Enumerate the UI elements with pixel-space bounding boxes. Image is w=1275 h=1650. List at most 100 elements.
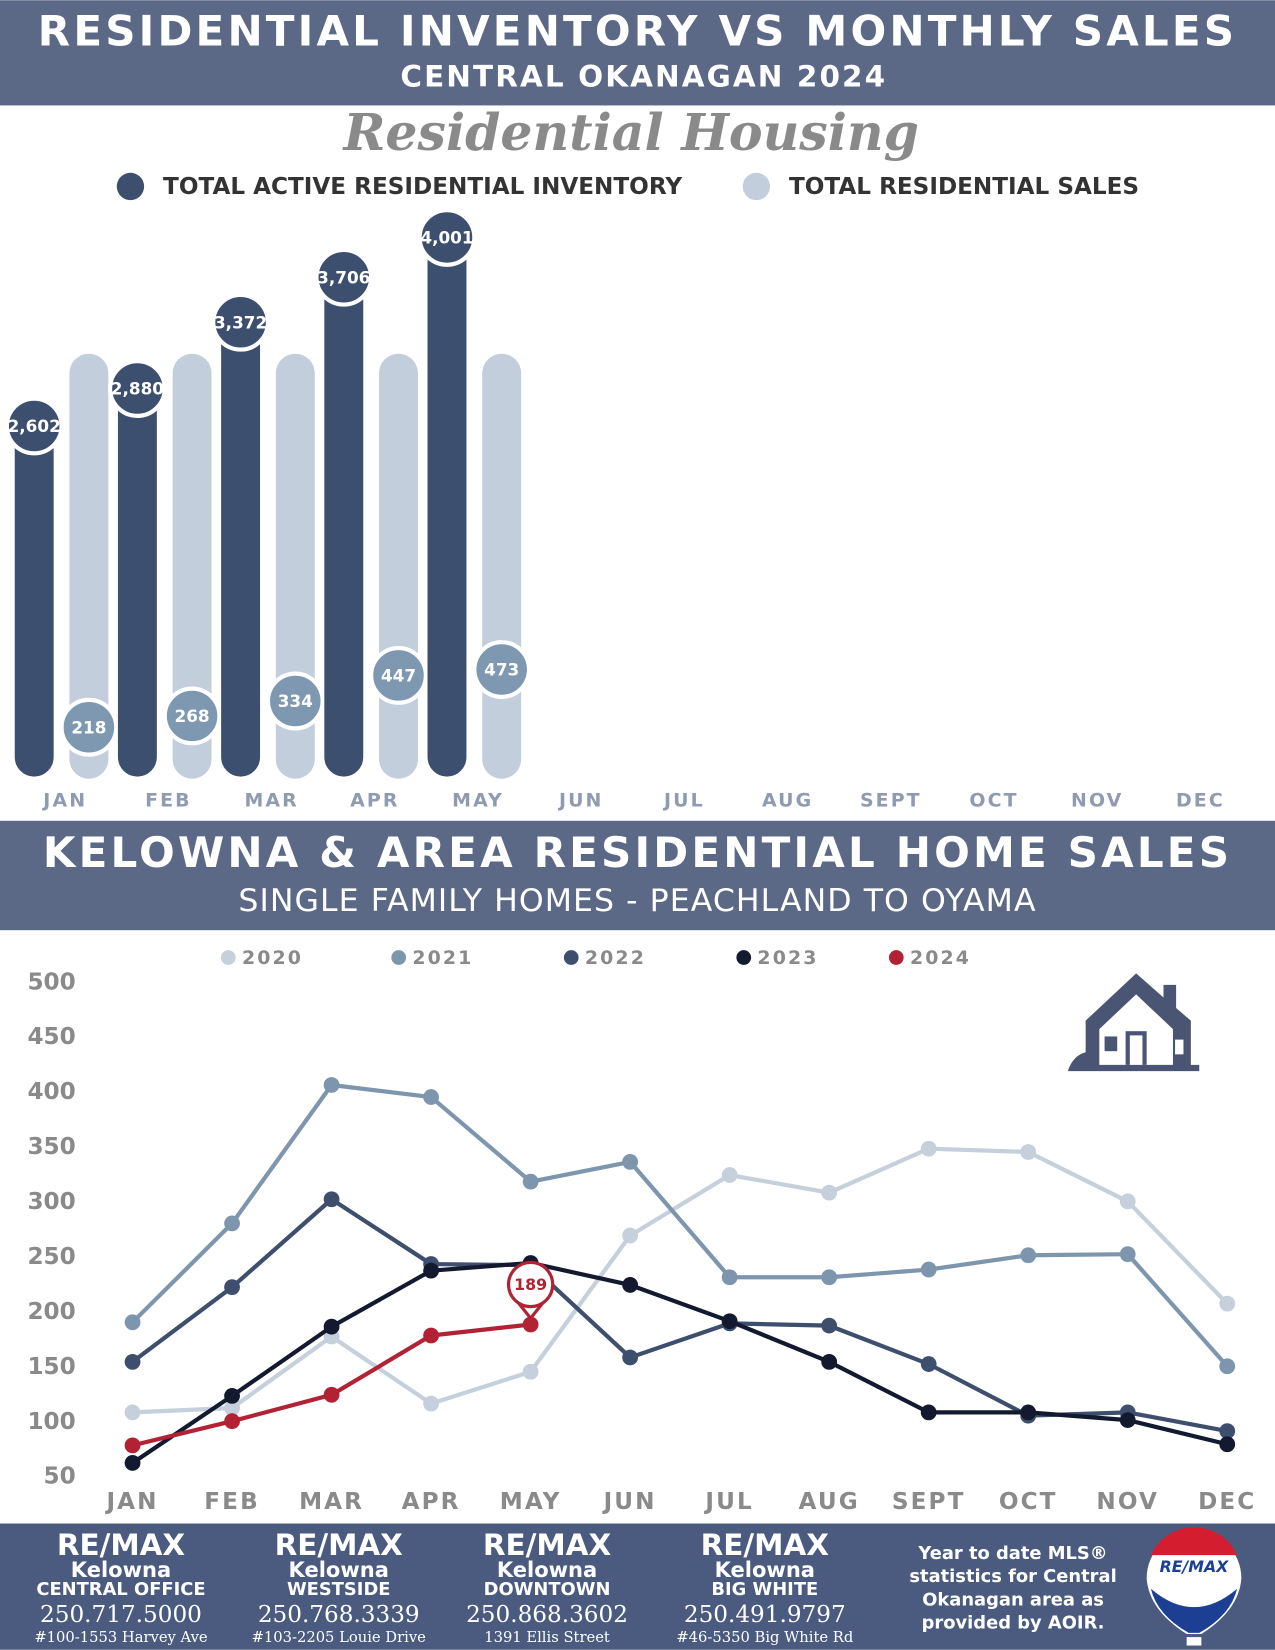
x-tick-label: JAN [41, 789, 87, 811]
x-tick-label: JUN [602, 1489, 657, 1515]
series-point [920, 1261, 937, 1278]
sales-bubble [369, 645, 428, 705]
series-point [1219, 1423, 1236, 1439]
balloon-logo [1146, 1527, 1242, 1646]
x-tick-label: JUL [703, 1489, 753, 1515]
y-tick-label: 250 [27, 1244, 75, 1270]
x-tick-label: SEPT [860, 789, 922, 811]
y-tick-label: 100 [27, 1409, 75, 1435]
series-point [622, 1277, 639, 1293]
legend-label: 2024 [910, 947, 971, 969]
legend-swatch [391, 950, 407, 965]
inventory-bar [117, 388, 157, 777]
series-point [622, 1154, 639, 1170]
office-phone: 250.868.3602 [466, 1602, 628, 1628]
series-point [920, 1140, 937, 1157]
inventory-bubble [107, 359, 167, 418]
series-point [224, 1400, 240, 1416]
x-tick-label: NOV [1071, 789, 1123, 811]
office-brand: RE/MAX [57, 1528, 186, 1562]
series-point [323, 1386, 340, 1403]
office-name: CENTRAL OFFICE [36, 1579, 205, 1600]
x-tick-label: NOV [1096, 1489, 1159, 1515]
sales-bubble [265, 671, 325, 731]
sales-track [482, 353, 522, 779]
y-tick-label: 450 [27, 1024, 75, 1050]
office-city: Kelowna [715, 1557, 815, 1582]
inventory-bubble [211, 292, 271, 352]
series-line [131, 1197, 1228, 1434]
value-label: 3,706 [317, 267, 370, 287]
inventory-bar [427, 237, 467, 777]
series-point [224, 1388, 240, 1404]
y-tick-label: 500 [27, 969, 75, 995]
series-point [1119, 1246, 1136, 1263]
header-band [0, 0, 1275, 106]
chart-heading: Residential Housing [341, 103, 918, 162]
footer-note: Year to date MLS® [917, 1543, 1107, 1564]
series-point [423, 1395, 439, 1412]
series-point [323, 1077, 340, 1093]
office-brand: RE/MAX [483, 1528, 612, 1562]
x-tick-label: FEB [204, 1489, 260, 1515]
series-point [821, 1184, 838, 1201]
annotation-pin [506, 1260, 555, 1309]
series-point [124, 1455, 141, 1471]
series-point [622, 1227, 639, 1244]
series-point [721, 1313, 738, 1330]
office-name: WESTSIDE [287, 1579, 391, 1600]
series-point [622, 1349, 639, 1366]
value-label: 218 [71, 717, 106, 737]
legend-swatch [563, 950, 579, 965]
office-address: #46-5350 Big White Rd [676, 1629, 853, 1646]
series-point [124, 1353, 141, 1370]
value-label: 4,001 [420, 228, 473, 248]
office-phone: 250.717.5000 [40, 1602, 202, 1628]
series-point [522, 1363, 539, 1380]
annotation-label: 189 [514, 1275, 547, 1294]
legend-swatch [220, 950, 236, 965]
x-tick-label: DEC [1176, 789, 1225, 811]
series-line [131, 1260, 1228, 1465]
series-point [224, 1215, 240, 1232]
value-label: 447 [381, 665, 416, 685]
x-tick-label: JAN [104, 1489, 158, 1515]
series-point [323, 1191, 340, 1208]
x-tick-label: AUG [799, 1489, 860, 1515]
series-line [132, 1146, 1229, 1415]
x-tick-label: OCT [999, 1489, 1058, 1515]
y-tick-label: 300 [27, 1189, 75, 1215]
chart-subtitle: CENTRAL OKANAGAN 2024 [400, 60, 887, 94]
header-band [0, 820, 1275, 931]
footer-note: Okanagan area as [922, 1589, 1104, 1610]
series-point [224, 1279, 240, 1296]
value-label: 334 [278, 691, 313, 711]
legend-swatch [116, 172, 145, 201]
sales-bubble [162, 686, 222, 746]
series-point [124, 1404, 141, 1421]
x-tick-label: JUL [662, 789, 705, 811]
x-tick-label: DEC [1198, 1489, 1256, 1515]
office-city: Kelowna [289, 1557, 389, 1582]
series-point [721, 1269, 738, 1286]
value-label: 473 [484, 660, 519, 680]
series-point [1119, 1412, 1136, 1428]
series-point [1020, 1247, 1037, 1264]
series-point [423, 1089, 439, 1105]
series-point [1020, 1404, 1037, 1421]
series-point [1020, 1144, 1037, 1160]
x-tick-label: OCT [969, 789, 1018, 811]
house-icon [1067, 973, 1200, 1072]
series-point [423, 1327, 439, 1344]
x-tick-label: APR [350, 789, 399, 811]
office-brand: RE/MAX [275, 1528, 404, 1562]
y-tick-label: 50 [44, 1464, 76, 1490]
value-label: 2,602 [8, 416, 61, 436]
office-city: Kelowna [497, 1557, 597, 1582]
series-point [721, 1167, 738, 1183]
series-point [1119, 1193, 1136, 1210]
legend-label: 2021 [412, 947, 473, 969]
legend-label: TOTAL ACTIVE RESIDENTIAL INVENTORY [163, 174, 682, 200]
